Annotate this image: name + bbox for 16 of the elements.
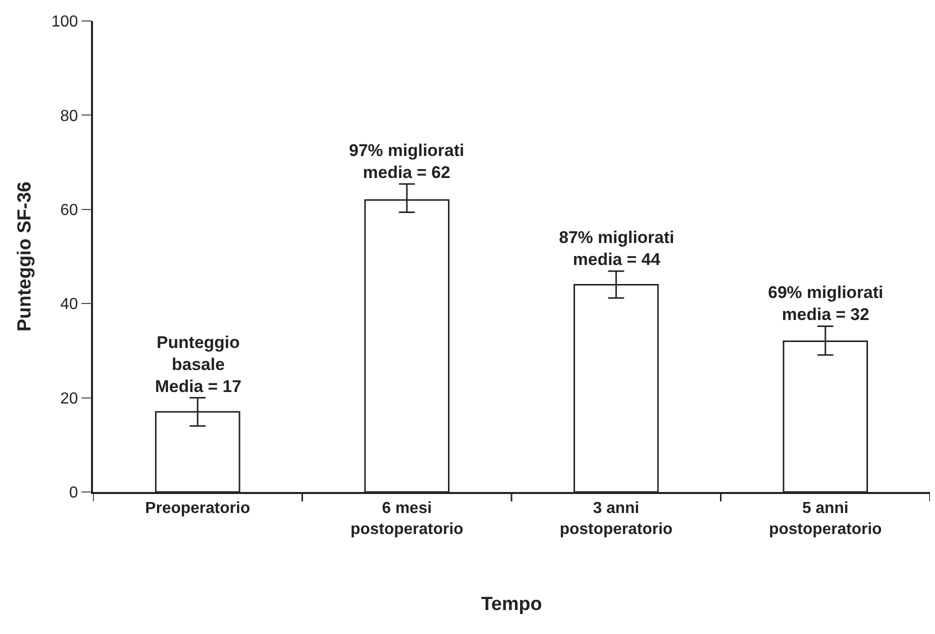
y-axis-title: Punteggio SF-36 bbox=[14, 182, 36, 332]
y-tick-label: 0 bbox=[69, 484, 78, 502]
data-label: Punteggio basale Media = 17 bbox=[155, 333, 242, 396]
x-tick-label: 6 mesi postoperatorio bbox=[350, 500, 464, 538]
data-label: 87% migliorati media = 44 bbox=[559, 228, 674, 270]
x-tick-label: 5 anni postoperatorio bbox=[768, 500, 882, 538]
x-tick-label: 3 anni postoperatorio bbox=[560, 500, 673, 538]
y-tick-label: 60 bbox=[60, 202, 78, 219]
data-label: 69% migliorati media = 32 bbox=[768, 283, 884, 324]
y-tick-label: 40 bbox=[60, 296, 78, 314]
y-tick-label: 80 bbox=[60, 108, 78, 125]
y-tick-label: 20 bbox=[60, 390, 78, 408]
y-tick-label: 100 bbox=[51, 14, 78, 31]
x-axis-title: Tempo bbox=[481, 594, 542, 616]
x-tick-label: Preoperatorio bbox=[145, 500, 250, 517]
data-label: 97% migliorati media = 62 bbox=[349, 141, 464, 182]
